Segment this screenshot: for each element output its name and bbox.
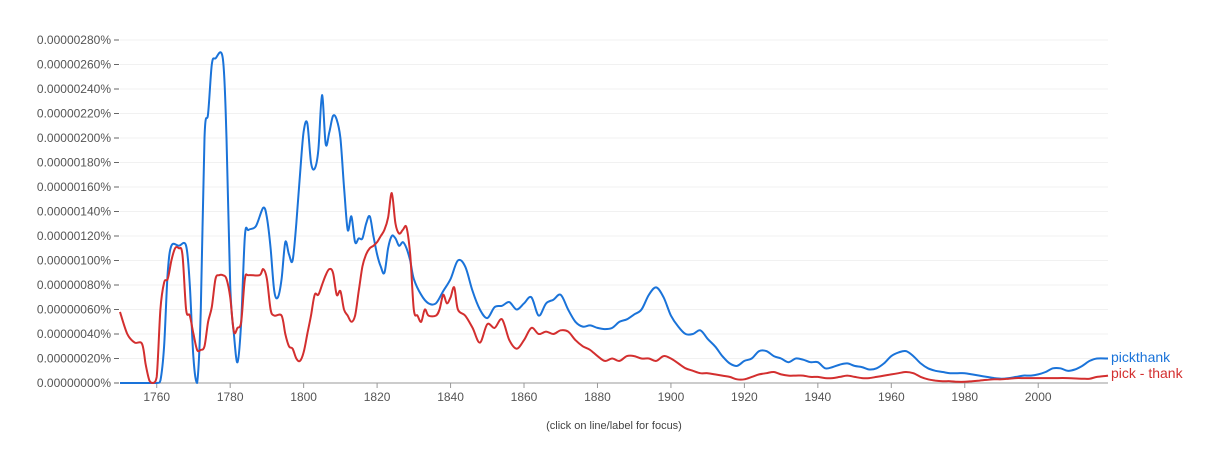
x-tick-label: 1880 — [584, 390, 611, 404]
y-tick-label: 0.00000100% — [37, 254, 111, 268]
x-tick-label: 1940 — [804, 390, 831, 404]
x-axis: 1760 1780 1800 1820 1840 1860 1880 1900 1920 1940… — [120, 382, 1108, 404]
y-tick-label: 0.00000240% — [37, 82, 111, 96]
y-tick-label: 0.00000120% — [37, 229, 111, 243]
focus-hint-note: (click on line/label for focus) — [546, 420, 682, 432]
y-tick-label: 0.00000220% — [37, 107, 111, 121]
y-tick-label: 0.00000000% — [37, 376, 111, 390]
y-tick-label: 0.00000020% — [37, 352, 111, 366]
y-tick-label: 0.00000140% — [37, 205, 111, 219]
y-tick-label: 0.00000260% — [37, 58, 111, 72]
x-tick-label: 1980 — [951, 390, 978, 404]
legend-label-pick-thank[interactable]: pick - thank — [1111, 365, 1184, 381]
y-tick-label: 0.00000080% — [37, 278, 111, 292]
x-tick-label: 1780 — [217, 390, 244, 404]
y-tick-label: 0.00000060% — [37, 303, 111, 317]
y-tick-label: 0.00000160% — [37, 180, 111, 194]
y-tick-label: 0.00000280% — [37, 33, 111, 47]
y-tick-label: 0.00000200% — [37, 131, 111, 145]
series-lines — [119, 51, 1109, 384]
x-tick-label: 1920 — [731, 390, 758, 404]
x-tick-label: 1840 — [437, 390, 464, 404]
x-tick-label: 2000 — [1025, 390, 1052, 404]
y-tick-label: 0.00000040% — [37, 327, 111, 341]
x-tick-label: 1820 — [364, 390, 391, 404]
x-tick-label: 1760 — [143, 390, 170, 404]
x-tick-label: 1800 — [290, 390, 317, 404]
x-tick-label: 1860 — [511, 390, 538, 404]
x-tick-label: 1900 — [658, 390, 685, 404]
y-axis: 0.00000000% 0.00000020% 0.00000040% 0.00000… — [37, 33, 119, 390]
series-line-pickthank[interactable] — [120, 51, 1109, 384]
series-line-pick-thank[interactable] — [119, 192, 1109, 384]
legend-label-pickthank[interactable]: pickthank — [1111, 349, 1171, 365]
y-tick-label: 0.00000180% — [37, 156, 111, 170]
gridlines — [120, 39, 1108, 359]
x-tick-label: 1960 — [878, 390, 905, 404]
